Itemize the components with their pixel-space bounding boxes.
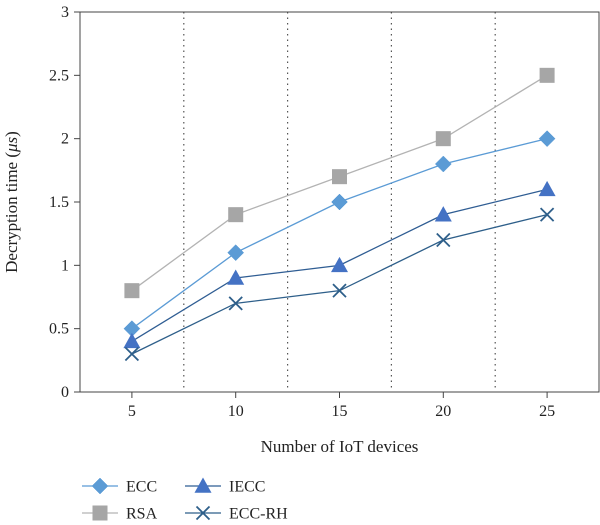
y-axis-title-unit: μs bbox=[2, 136, 21, 153]
data-point-ecc bbox=[227, 244, 245, 262]
legend-item: RSA bbox=[82, 505, 158, 523]
series-line-ecc bbox=[131, 138, 548, 330]
y-axis-title-close: ) bbox=[2, 131, 21, 137]
data-point-ecc-rh bbox=[124, 346, 140, 362]
legend-item: ECC bbox=[82, 477, 157, 496]
legend-label: IECC bbox=[229, 479, 265, 496]
marker-stroke bbox=[124, 346, 140, 362]
y-axis-title-main: Decryption time ( bbox=[2, 152, 21, 273]
y-axis-title: Decryption time (μs) bbox=[2, 131, 21, 273]
y-tick-label: 0.5 bbox=[49, 321, 69, 338]
data-point-iecc bbox=[538, 180, 556, 197]
data-point-rsa bbox=[124, 283, 140, 299]
legend-label: ECC-RH bbox=[229, 506, 288, 523]
y-tick-label: 0 bbox=[61, 384, 69, 401]
legend-item: IECC bbox=[185, 477, 265, 496]
y-tick-label: 1.5 bbox=[49, 194, 69, 211]
ticks-layer: 0 0.5 1 1.5 2 2.5 3 5 10 15 20 25 bbox=[49, 4, 555, 420]
data-point-rsa bbox=[539, 67, 555, 83]
legend-marker bbox=[91, 477, 109, 495]
data-point-iecc bbox=[227, 269, 245, 285]
x-axis-title: Number of IoT devices bbox=[261, 437, 419, 456]
marker-stroke bbox=[195, 505, 211, 521]
data-point-rsa bbox=[332, 169, 347, 185]
data-point-iecc bbox=[123, 332, 141, 349]
series-line-ecc-rh bbox=[131, 214, 548, 355]
y-tick-label: 3 bbox=[61, 4, 69, 21]
legend-marker bbox=[194, 477, 212, 493]
marker-stroke bbox=[228, 296, 243, 311]
legend-label: RSA bbox=[126, 506, 158, 523]
x-tick-label: 25 bbox=[539, 403, 555, 420]
marker-stroke bbox=[539, 207, 555, 222]
data-point-ecc-rh bbox=[539, 207, 555, 222]
marker-stroke bbox=[436, 232, 451, 248]
legend: ECC RSA IECC ECC-RH bbox=[82, 477, 288, 523]
data-point-iecc bbox=[331, 256, 348, 273]
x-tick-label: 15 bbox=[332, 403, 348, 420]
data-point-rsa bbox=[228, 207, 244, 223]
data-point-ecc-rh bbox=[228, 296, 243, 311]
data-point-ecc-rh bbox=[436, 232, 451, 248]
data-point-ecc-rh bbox=[332, 283, 347, 298]
y-tick-label: 2 bbox=[61, 131, 69, 148]
legend-marker bbox=[92, 505, 108, 521]
y-tick-label: 1 bbox=[61, 257, 69, 274]
data-point-ecc bbox=[538, 130, 556, 148]
data-point-rsa bbox=[435, 131, 451, 147]
data-point-ecc bbox=[434, 155, 452, 173]
legend-item: ECC-RH bbox=[185, 506, 288, 523]
data-point-iecc bbox=[434, 206, 452, 222]
series-layer bbox=[123, 67, 556, 362]
legend-marker bbox=[195, 505, 211, 521]
data-point-ecc bbox=[331, 193, 348, 211]
x-tick-label: 10 bbox=[228, 403, 244, 420]
marker-stroke bbox=[332, 283, 347, 298]
legend-label: ECC bbox=[126, 479, 157, 496]
x-tick-label: 20 bbox=[435, 403, 451, 420]
x-tick-label: 5 bbox=[128, 403, 136, 420]
y-tick-label: 2.5 bbox=[49, 67, 69, 84]
